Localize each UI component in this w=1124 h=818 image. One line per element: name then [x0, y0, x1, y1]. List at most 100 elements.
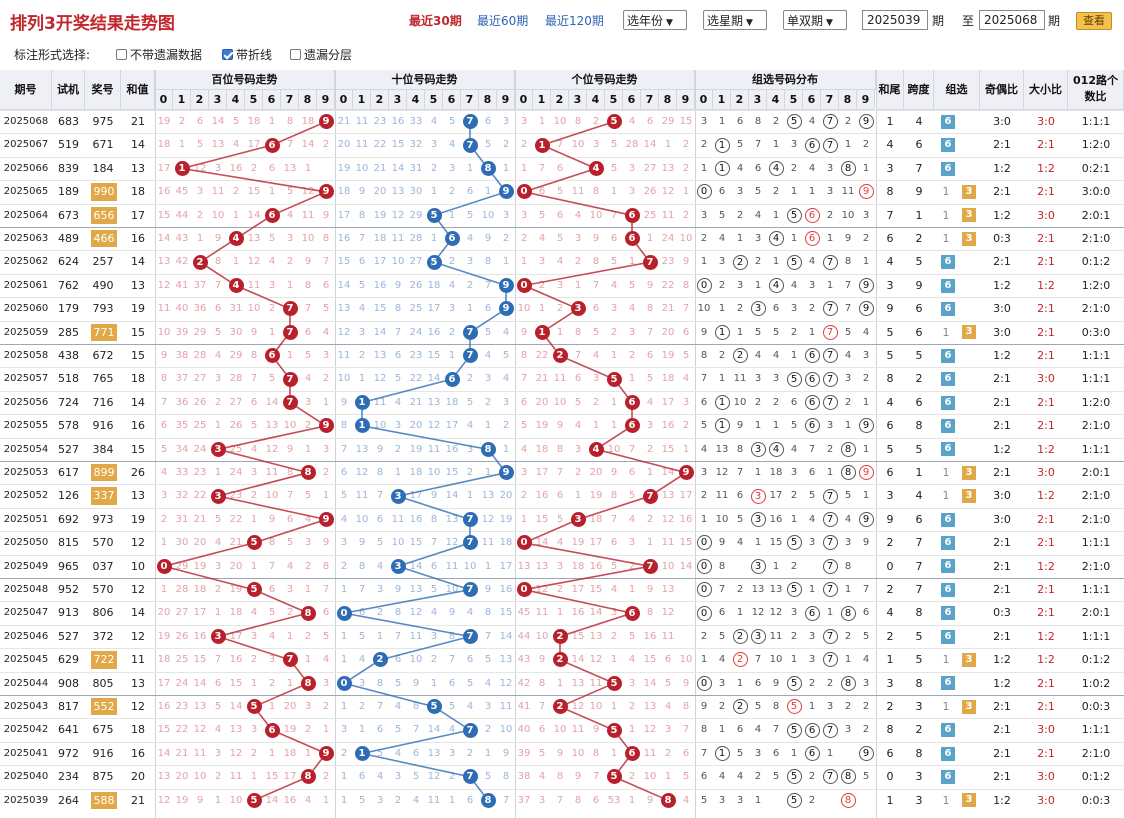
- miss-count: 7: [340, 443, 348, 455]
- link-recent-60[interactable]: 最近60期: [477, 14, 529, 28]
- winning-number: 490: [92, 278, 114, 292]
- checkbox[interactable]: [290, 49, 301, 60]
- digit-header: 7: [281, 90, 299, 110]
- miss-count: 4: [790, 443, 798, 455]
- miss-count: 16: [643, 630, 657, 642]
- miss-count: 5: [592, 326, 600, 338]
- view-button[interactable]: 查看: [1076, 12, 1112, 30]
- miss-count: 32: [409, 139, 423, 151]
- miss-count: 10: [427, 467, 441, 478]
- miss-count: 11: [301, 209, 315, 221]
- miss-count: 3: [484, 701, 492, 712]
- link-recent-120[interactable]: 最近120期: [545, 14, 604, 28]
- winning-number: 973: [92, 512, 114, 526]
- miss-count: 1: [520, 256, 528, 268]
- trend-ball: 9: [318, 512, 334, 527]
- odd-even-ratio: 1:2: [993, 161, 1011, 175]
- miss-count: 6: [304, 326, 312, 338]
- link-recent-30[interactable]: 最近30期: [409, 14, 462, 28]
- miss-count: 3: [790, 303, 798, 315]
- miss-count: 18: [535, 443, 549, 455]
- miss-count: 18: [247, 116, 261, 127]
- miss-count: 13: [589, 630, 603, 642]
- miss-count: 20: [229, 560, 243, 572]
- miss-count: 10: [841, 209, 855, 221]
- miss-count: 7: [754, 654, 762, 666]
- sum-value: 17: [131, 208, 145, 222]
- end-issue-input[interactable]: 2025068: [979, 10, 1045, 30]
- miss-count: 22: [193, 490, 207, 502]
- trend-ball: 6: [624, 746, 640, 761]
- select-parity[interactable]: 单双期 ▼: [783, 10, 847, 30]
- miss-count: 3: [592, 373, 600, 385]
- miss-count: 2: [682, 162, 690, 174]
- group-number-ring: 0: [696, 605, 712, 621]
- trend-ball: 9: [318, 184, 334, 200]
- miss-count: 15: [499, 607, 513, 619]
- odd-even-ratio: 2:1: [993, 255, 1011, 269]
- miss-count: 1: [790, 513, 798, 525]
- chevron-down-icon: ▼: [746, 18, 753, 28]
- miss-count: 3: [340, 537, 348, 549]
- miss-count: 6: [484, 116, 492, 127]
- miss-count: 1: [808, 701, 816, 712]
- miss-count: 2: [862, 233, 870, 244]
- miss-count: 6: [736, 116, 744, 127]
- miss-count: 1: [808, 584, 816, 595]
- miss-count: 16: [499, 584, 513, 595]
- trend-ball: 9: [318, 418, 334, 434]
- miss-count: 3: [790, 139, 798, 151]
- option-miss-layer[interactable]: 遗漏分层: [290, 46, 352, 63]
- sum-value: 19: [131, 512, 145, 526]
- miss-count: 14: [301, 139, 315, 151]
- route-012-ratio: 0:3:0: [1081, 325, 1111, 339]
- miss-count: 1: [826, 607, 834, 619]
- issue-unit-label: 期: [1048, 14, 1061, 28]
- miss-count: 2: [790, 162, 798, 174]
- checkbox-checked[interactable]: [222, 49, 233, 60]
- miss-count: 19: [157, 630, 171, 642]
- miss-count: 20: [409, 420, 423, 432]
- header-hezhi: 和值: [121, 70, 155, 110]
- miss-count: 3: [430, 139, 438, 151]
- miss-count: 11: [499, 701, 513, 712]
- option-no-miss[interactable]: 不带遗漏数据: [116, 46, 202, 63]
- toolbar: 排列3开奖结果走势图 最近30期 最近60期 最近120期 选年份 ▼ 选星期 ▼ …: [0, 0, 1124, 40]
- miss-count: 1: [448, 794, 456, 806]
- miss-count: 1: [610, 701, 618, 712]
- miss-count: 4: [466, 607, 474, 619]
- miss-count: 6: [754, 677, 762, 689]
- miss-count: 4: [844, 350, 852, 361]
- miss-count: 2: [178, 116, 186, 127]
- miss-count: 4: [502, 326, 510, 338]
- odd-even-ratio: 2:1: [993, 466, 1011, 479]
- miss-count: 1: [340, 701, 348, 712]
- miss-count: 15: [265, 771, 279, 783]
- trend-ball: 7: [282, 652, 298, 668]
- miss-count: 9: [412, 677, 420, 689]
- miss-count: 18: [499, 537, 513, 549]
- select-week[interactable]: 选星期 ▼: [703, 10, 767, 30]
- miss-count: 9: [358, 537, 366, 549]
- select-year[interactable]: 选年份 ▼: [623, 10, 687, 30]
- group-number-ring: 8: [840, 792, 856, 808]
- big-small-ratio: 1:2: [1037, 489, 1055, 503]
- checkbox[interactable]: [116, 49, 127, 60]
- issue-number: 2025052: [3, 490, 49, 502]
- digit-header: 9: [497, 90, 515, 110]
- miss-count: 1: [250, 513, 258, 525]
- miss-count: 1: [520, 162, 528, 174]
- header-012: 012路个数比: [1068, 70, 1124, 110]
- option-with-lines[interactable]: 带折线: [222, 46, 272, 63]
- trend-ball: 7: [462, 512, 478, 527]
- miss-count: 3: [286, 233, 294, 244]
- miss-count: 6: [466, 794, 474, 806]
- miss-count: 16: [373, 279, 387, 291]
- miss-count: 1: [322, 396, 330, 408]
- span-value: 8: [915, 746, 923, 760]
- miss-count: 7: [700, 747, 708, 759]
- start-issue-input[interactable]: 2025039: [862, 10, 928, 30]
- miss-count: 3: [808, 630, 816, 642]
- miss-count: 5: [232, 116, 240, 127]
- miss-count: 6: [322, 607, 330, 619]
